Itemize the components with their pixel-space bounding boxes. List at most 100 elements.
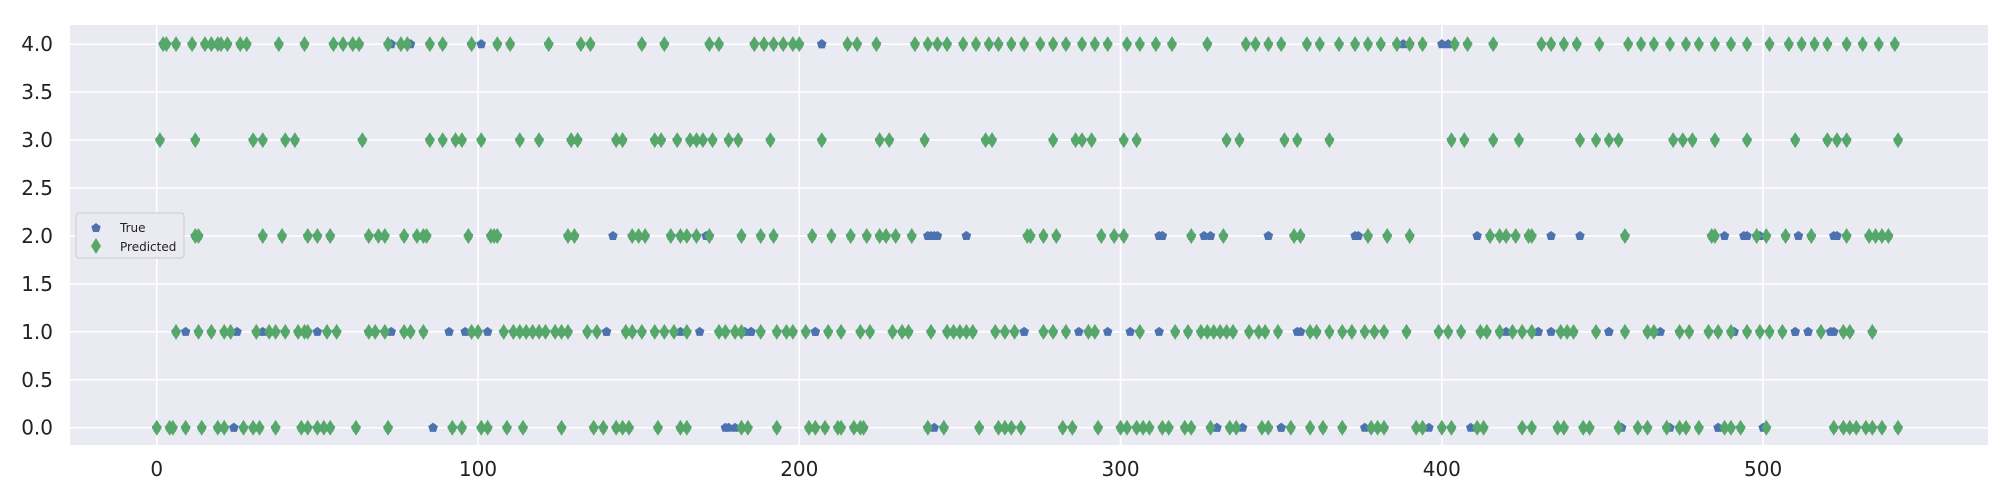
point-predicted bbox=[1513, 132, 1524, 149]
point-predicted bbox=[990, 323, 1001, 340]
point-predicted bbox=[1456, 323, 1467, 340]
point-predicted bbox=[498, 323, 509, 340]
point-predicted bbox=[640, 227, 651, 244]
point-true bbox=[1237, 422, 1248, 432]
point-predicted bbox=[257, 227, 268, 244]
point-predicted bbox=[794, 36, 805, 53]
point-predicted bbox=[1693, 419, 1704, 436]
point-predicted bbox=[405, 323, 416, 340]
point-predicted bbox=[659, 36, 670, 53]
point-true bbox=[258, 326, 268, 336]
point-predicted bbox=[713, 36, 724, 53]
point-predicted bbox=[463, 227, 474, 244]
point-predicted bbox=[1324, 132, 1335, 149]
legend-box bbox=[75, 212, 185, 259]
x-tick-label: 0 bbox=[150, 457, 163, 481]
point-predicted bbox=[617, 132, 628, 149]
point-predicted bbox=[1317, 419, 1328, 436]
point-predicted bbox=[1844, 323, 1855, 340]
point-predicted bbox=[993, 419, 1004, 436]
point-predicted bbox=[1709, 36, 1720, 53]
point-predicted bbox=[1510, 227, 1521, 244]
point-predicted bbox=[466, 36, 477, 53]
point-predicted bbox=[848, 419, 859, 436]
point-true bbox=[1443, 39, 1454, 49]
point-predicted bbox=[1057, 419, 1068, 436]
point-predicted bbox=[636, 36, 647, 53]
y-tick-label: 3.0 bbox=[21, 128, 53, 152]
point-predicted bbox=[280, 132, 291, 149]
point-predicted bbox=[1636, 36, 1647, 53]
point-predicted bbox=[1205, 419, 1216, 436]
x-tick-label: 200 bbox=[780, 457, 818, 481]
point-predicted bbox=[270, 419, 281, 436]
point-true bbox=[694, 326, 705, 336]
point-predicted bbox=[1144, 419, 1155, 436]
point-predicted bbox=[1131, 419, 1142, 436]
point-predicted bbox=[1876, 419, 1887, 436]
point-predicted bbox=[1876, 227, 1887, 244]
point-predicted bbox=[864, 323, 875, 340]
point-true bbox=[730, 422, 740, 432]
point-true bbox=[1739, 230, 1749, 240]
point-predicted bbox=[1851, 419, 1862, 436]
point-true bbox=[1157, 230, 1168, 240]
point-predicted bbox=[543, 36, 554, 53]
point-predicted bbox=[1526, 323, 1537, 340]
point-predicted bbox=[787, 323, 798, 340]
point-predicted bbox=[624, 419, 635, 436]
point-predicted bbox=[1735, 419, 1746, 436]
point-predicted bbox=[312, 419, 323, 436]
point-predicted bbox=[659, 323, 670, 340]
point-predicted bbox=[456, 419, 467, 436]
point-predicted bbox=[215, 36, 226, 53]
point-predicted bbox=[1558, 36, 1569, 53]
point-predicted bbox=[1648, 323, 1659, 340]
point-predicted bbox=[180, 419, 191, 436]
point-predicted bbox=[1725, 323, 1736, 340]
point-predicted bbox=[1873, 36, 1884, 53]
point-predicted bbox=[325, 419, 336, 436]
point-predicted bbox=[379, 227, 390, 244]
point-predicted bbox=[1681, 419, 1692, 436]
point-true bbox=[1793, 230, 1804, 240]
point-predicted bbox=[1870, 227, 1881, 244]
point-predicted bbox=[652, 419, 663, 436]
point-predicted bbox=[424, 36, 435, 53]
point-predicted bbox=[395, 36, 406, 53]
point-true bbox=[1424, 422, 1434, 432]
point-predicted bbox=[466, 323, 477, 340]
point-predicted bbox=[492, 36, 503, 53]
point-predicted bbox=[154, 132, 165, 149]
point-predicted bbox=[582, 323, 593, 340]
point-predicted bbox=[257, 132, 268, 149]
point-predicted bbox=[768, 36, 779, 53]
point-true bbox=[232, 326, 242, 336]
point-predicted bbox=[1234, 132, 1245, 149]
point-predicted bbox=[1350, 36, 1361, 53]
point-predicted bbox=[1289, 227, 1300, 244]
point-predicted bbox=[399, 227, 410, 244]
point-predicted bbox=[1215, 323, 1226, 340]
point-predicted bbox=[350, 419, 361, 436]
point-predicted bbox=[1574, 132, 1585, 149]
point-predicted bbox=[1841, 36, 1852, 53]
point-predicted bbox=[550, 323, 561, 340]
point-true bbox=[1199, 230, 1209, 240]
point-true bbox=[1832, 230, 1842, 240]
point-true bbox=[1655, 326, 1666, 336]
point-predicted bbox=[1507, 323, 1518, 340]
point-predicted bbox=[649, 132, 660, 149]
point-predicted bbox=[328, 36, 339, 53]
point-predicted bbox=[598, 419, 609, 436]
point-predicted bbox=[1742, 323, 1753, 340]
point-predicted bbox=[1324, 323, 1335, 340]
point-predicted bbox=[1536, 36, 1547, 53]
point-true bbox=[1359, 422, 1370, 432]
point-predicted bbox=[1334, 36, 1345, 53]
point-predicted bbox=[1449, 36, 1460, 53]
point-predicted bbox=[1292, 132, 1303, 149]
point-predicted bbox=[1472, 419, 1483, 436]
point-predicted bbox=[1260, 323, 1271, 340]
